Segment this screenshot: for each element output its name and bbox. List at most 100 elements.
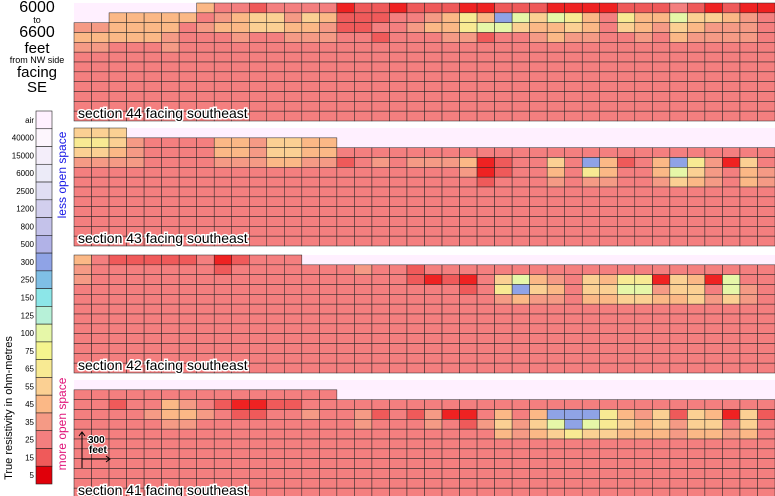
heatmap-cell bbox=[722, 196, 741, 207]
heatmap-cell bbox=[476, 147, 495, 158]
heatmap-cell bbox=[371, 458, 390, 469]
heatmap-cell bbox=[196, 157, 215, 168]
heatmap-cell bbox=[354, 226, 373, 237]
heatmap-cell bbox=[581, 333, 600, 344]
heatmap-cell bbox=[301, 137, 320, 148]
heatmap-cell bbox=[739, 71, 758, 82]
heatmap-cell bbox=[143, 323, 162, 334]
heatmap-cell bbox=[371, 12, 390, 23]
heatmap-cell bbox=[406, 101, 425, 112]
heatmap-cell bbox=[178, 313, 197, 325]
heatmap-cell bbox=[389, 487, 408, 496]
heatmap-cell bbox=[511, 333, 530, 344]
heatmap-cell bbox=[266, 2, 285, 14]
heatmap-cell bbox=[143, 61, 162, 73]
heatmap-cell bbox=[722, 176, 741, 188]
heatmap-cell bbox=[406, 147, 425, 158]
heatmap-cell bbox=[406, 448, 425, 459]
heatmap-cell bbox=[73, 419, 92, 430]
heatmap-cell bbox=[161, 206, 180, 217]
heatmap-cell bbox=[249, 284, 268, 295]
heatmap-cell bbox=[336, 22, 355, 33]
heatmap-cell bbox=[494, 61, 513, 73]
heatmap-cell bbox=[406, 186, 425, 198]
heatmap-cell bbox=[354, 186, 373, 198]
heatmap-cell bbox=[722, 284, 741, 295]
heatmap-cell bbox=[213, 254, 232, 266]
heatmap-cell bbox=[424, 428, 443, 440]
heatmap-cell bbox=[441, 428, 460, 440]
heatmap-cell bbox=[599, 216, 618, 227]
heatmap-cell bbox=[284, 428, 303, 440]
heatmap-cell bbox=[91, 409, 110, 420]
heatmap-cell bbox=[757, 264, 775, 275]
heatmap-cell bbox=[634, 216, 653, 227]
heatmap-cell bbox=[652, 91, 671, 102]
heatmap-cell bbox=[249, 235, 268, 247]
heatmap-cell bbox=[284, 448, 303, 459]
heatmap-cell bbox=[354, 176, 373, 188]
heatmap-cell bbox=[143, 428, 162, 440]
heatmap-cell bbox=[476, 428, 495, 440]
heatmap-cell bbox=[301, 226, 320, 237]
heatmap-cell bbox=[669, 264, 688, 275]
heatmap-cell bbox=[354, 419, 373, 430]
heatmap-cell bbox=[669, 157, 688, 168]
heatmap-cell bbox=[739, 294, 758, 305]
heatmap-cell bbox=[266, 333, 285, 344]
heatmap-cell bbox=[161, 264, 180, 275]
heatmap-cell bbox=[599, 409, 618, 420]
heatmap-cell bbox=[564, 42, 583, 53]
heatmap-cell bbox=[652, 157, 671, 168]
heatmap-cell bbox=[406, 226, 425, 237]
heatmap-cell bbox=[511, 110, 530, 122]
heatmap-cell bbox=[91, 216, 110, 227]
heatmap-cell bbox=[301, 362, 320, 374]
heatmap-cell bbox=[319, 167, 338, 178]
heatmap-cell bbox=[704, 409, 723, 420]
heatmap-cell bbox=[757, 32, 775, 43]
heatmap-cell bbox=[301, 468, 320, 479]
heatmap-cell bbox=[687, 32, 706, 43]
heatmap-cell bbox=[424, 216, 443, 227]
color-legend: air 40000 15000 6000 2500 1200 800 500 300 250 150… bbox=[0, 108, 74, 496]
heatmap-cell bbox=[511, 2, 530, 14]
heatmap-cell bbox=[581, 91, 600, 102]
heatmap-cell bbox=[546, 438, 565, 450]
heatmap-cell bbox=[143, 71, 162, 82]
heatmap-cell bbox=[599, 157, 618, 168]
heatmap-cell bbox=[581, 419, 600, 430]
heatmap-cell bbox=[546, 458, 565, 469]
heatmap-cell bbox=[722, 32, 741, 43]
heatmap-cell bbox=[143, 91, 162, 102]
heatmap-cell bbox=[126, 71, 145, 82]
heatmap-cell bbox=[757, 284, 775, 295]
heatmap-cell bbox=[581, 487, 600, 496]
heatmap-cell bbox=[91, 206, 110, 217]
heatmap-cell bbox=[494, 428, 513, 440]
heatmap-cell bbox=[546, 487, 565, 496]
heatmap-cell bbox=[757, 458, 775, 469]
heatmap-cell bbox=[511, 428, 530, 440]
heatmap-cell bbox=[652, 362, 671, 374]
heatmap-cell bbox=[476, 333, 495, 344]
heatmap-cell bbox=[687, 468, 706, 479]
heatmap-cell bbox=[722, 478, 741, 489]
heatmap-cell bbox=[529, 226, 548, 237]
heatmap-cell bbox=[599, 458, 618, 469]
heatmap-cell bbox=[599, 478, 618, 489]
heatmap-cell bbox=[424, 196, 443, 207]
heatmap-cell bbox=[266, 81, 285, 92]
heatmap-cell bbox=[266, 458, 285, 469]
heatmap-cell bbox=[739, 101, 758, 112]
heatmap-cell bbox=[704, 274, 723, 285]
heatmap-cell bbox=[652, 313, 671, 325]
heatmap-cell bbox=[108, 419, 127, 430]
heatmap-cell bbox=[459, 438, 478, 450]
heatmap-cell bbox=[266, 42, 285, 53]
heatmap-cell bbox=[143, 81, 162, 92]
heatmap-cell bbox=[354, 2, 373, 14]
heatmap-cell bbox=[476, 157, 495, 168]
heatmap-cell bbox=[284, 487, 303, 496]
heatmap-cell bbox=[161, 22, 180, 33]
